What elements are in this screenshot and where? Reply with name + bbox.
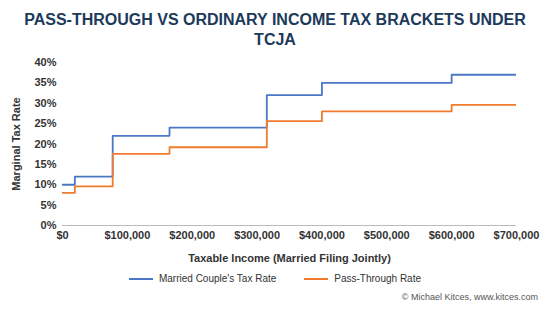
html-text:© Michael Kitces, www.kitces.c: © Michael Kitces, www.kitces.com (401, 292, 538, 302)
svg-text:$200,000: $200,000 (169, 229, 215, 241)
svg-text:40%: 40% (34, 56, 56, 68)
svg-text:$500,000: $500,000 (364, 229, 410, 241)
svg-text:25%: 25% (34, 117, 56, 129)
html-text:PASS-THROUGH VS ORDINARY INCOM: PASS-THROUGH VS ORDINARY INCOME TAX BRAC… (24, 11, 526, 48)
svg-text:$700,000: $700,000 (494, 229, 540, 241)
svg-text:$0: $0 (56, 229, 68, 241)
svg-text:Taxable Income (Married Filing: Taxable Income (Married Filing Jointly) (188, 252, 391, 264)
svg-text:Marginal Tax Rate: Marginal Tax Rate (10, 97, 22, 190)
svg-text:$400,000: $400,000 (299, 229, 345, 241)
svg-text:0%: 0% (41, 219, 57, 231)
svg-text:$100,000: $100,000 (104, 229, 150, 241)
svg-text:10%: 10% (34, 178, 56, 190)
svg-text:$600,000: $600,000 (429, 229, 475, 241)
svg-text:15%: 15% (34, 158, 56, 170)
svg-text:20%: 20% (34, 138, 56, 150)
html-text:Married Couple's Tax Rate: Married Couple's Tax Rate (159, 273, 277, 284)
html-text:Pass-Through Rate: Pass-Through Rate (334, 273, 421, 284)
svg-text:35%: 35% (34, 76, 56, 88)
svg-text:5%: 5% (41, 199, 57, 211)
svg-text:30%: 30% (34, 97, 56, 109)
svg-text:$300,000: $300,000 (234, 229, 280, 241)
